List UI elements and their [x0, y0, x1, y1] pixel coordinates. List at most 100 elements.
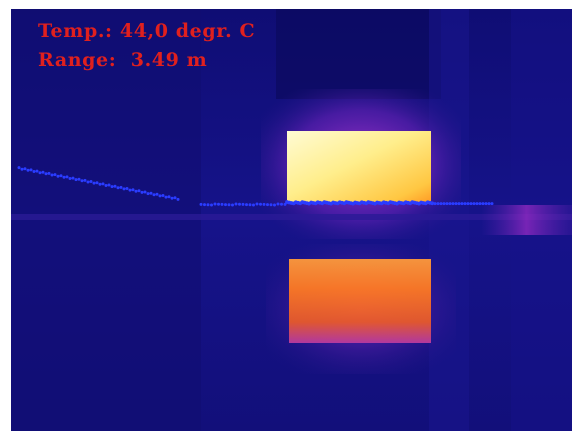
scan-point-dot [158, 194, 162, 198]
scan-point-dot [83, 178, 87, 182]
scan-point-dot [266, 203, 269, 207]
scan-point-dot [445, 202, 449, 206]
center-column [276, 9, 441, 99]
scan-point-dot [439, 202, 443, 206]
scan-point-dot [220, 202, 224, 206]
scan-point-dot [77, 177, 81, 181]
scan-point-dot [26, 168, 30, 172]
scan-point-dot [74, 178, 78, 182]
scan-point-dot [487, 202, 491, 206]
scan-point-dot [457, 202, 461, 206]
scan-point-dot [59, 174, 63, 178]
scan-point-dot [137, 189, 141, 193]
scan-point-dot [62, 175, 66, 179]
scan-point-dot [238, 202, 241, 206]
scan-point-dot [65, 175, 69, 179]
scan-point-dot [255, 202, 259, 206]
scan-point-dot [128, 188, 132, 192]
scan-point-dot [173, 196, 177, 200]
scan-point-dot [149, 191, 153, 195]
scan-point-dot [252, 203, 255, 207]
scan-point-dot [170, 196, 174, 200]
scan-point-dot [206, 203, 210, 207]
thermal-scene [11, 9, 572, 431]
scan-point-dot [245, 203, 248, 207]
scan-point-dot [280, 202, 283, 206]
scan-point-dot [68, 177, 72, 180]
scan-point-dot [53, 173, 57, 177]
scan-point-dot [231, 203, 234, 207]
scan-point-dot [454, 202, 458, 206]
scan-point-dot [210, 203, 213, 207]
scan-point-dot [113, 184, 117, 188]
scan-point-dot [436, 202, 440, 206]
scan-point-dot [110, 185, 114, 189]
scan-point-dot [262, 202, 266, 206]
scan-point-dot [116, 186, 120, 190]
scan-point-dot [176, 197, 180, 201]
scan-point-dot [273, 203, 276, 207]
scan-point-dot [80, 179, 84, 183]
scan-point-dot [44, 172, 48, 176]
scan-point-dot [448, 202, 452, 206]
scan-point-dot [29, 168, 33, 172]
scan-point-dot [442, 202, 446, 206]
scan-point-dot [283, 202, 287, 206]
scan-point-dot [481, 202, 485, 206]
temperature-readout: Temp.: 44,0 degr. C [38, 20, 256, 42]
scan-point-dot [466, 202, 470, 206]
scan-point-dot [146, 192, 150, 196]
scan-point-dot [101, 182, 105, 186]
scan-point-dot [152, 193, 156, 197]
scan-point-dot [134, 189, 138, 193]
scan-point-dot [89, 180, 93, 183]
scan-point-dot [35, 169, 39, 173]
scan-point-dot [125, 187, 129, 190]
scan-point-dot [241, 202, 245, 206]
scan-point-dot [490, 202, 494, 206]
scan-point-dot [41, 170, 45, 174]
scan-point-dot [95, 181, 99, 185]
scan-point-dot [104, 184, 108, 187]
scan-point-dot [227, 203, 231, 207]
scan-point-dot [269, 203, 273, 207]
scan-point-dot [47, 171, 51, 175]
scan-point-dot [32, 170, 36, 173]
scan-point-dot [199, 202, 203, 206]
reflection-region [289, 259, 431, 343]
thermal-image: Temp.: 44,0 degr. C Range: 3.49 m [11, 9, 572, 431]
scan-point-dot [143, 190, 147, 194]
scan-point-dot [167, 195, 171, 199]
scan-point-dot [17, 166, 21, 170]
scan-point-dot [451, 202, 455, 206]
scan-point-dot [224, 203, 227, 207]
scan-point-dot [472, 202, 476, 206]
scan-point-dot [259, 202, 262, 206]
scan-point-dot [213, 202, 217, 206]
scan-point-dot [20, 167, 24, 171]
scan-point-dot [38, 171, 42, 175]
scan-point-dot [234, 202, 238, 206]
scan-point-dot [469, 202, 473, 206]
range-readout: Range: 3.49 m [38, 49, 208, 71]
scan-point-dot [86, 180, 90, 184]
scan-point-dot [50, 173, 54, 177]
scan-point-dot [161, 194, 165, 197]
scan-point-dot [433, 202, 437, 206]
scan-point-dot [484, 202, 488, 206]
scan-point-dot [478, 202, 482, 206]
scan-point-dot [71, 176, 75, 180]
floor-line [11, 214, 572, 220]
scan-point-dot [107, 183, 111, 187]
scan-point-dot [164, 195, 168, 199]
scan-point-dot [276, 202, 280, 206]
scan-point-dot [98, 182, 102, 186]
scan-point-dot [248, 203, 252, 207]
scan-point-dot [155, 192, 159, 196]
scan-point-dot [460, 202, 464, 206]
right-warm-strip [481, 205, 572, 235]
scan-point-dot [56, 174, 60, 178]
scan-point-dot [122, 187, 126, 191]
scan-point-dot [23, 167, 27, 171]
scan-point-dot [140, 190, 144, 194]
